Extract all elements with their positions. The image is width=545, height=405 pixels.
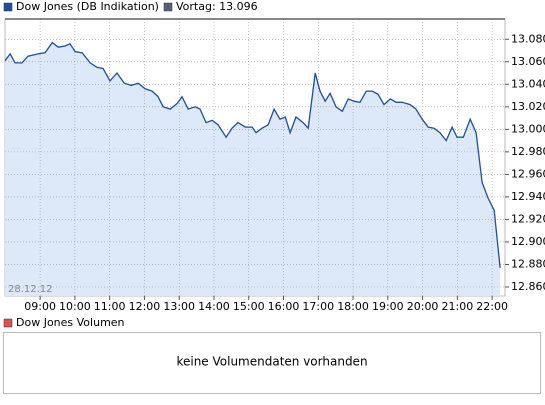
- y-tick-label: 12.900: [511, 235, 545, 248]
- y-tick-label: 12.960: [511, 167, 545, 180]
- volume-panel: [3, 332, 541, 394]
- volume-message: keine Volumendaten vorhanden: [176, 355, 367, 369]
- x-tick-label: 11:00: [94, 300, 126, 313]
- x-tick-label: 09:00: [24, 300, 56, 313]
- y-tick-label: 12.880: [511, 257, 545, 270]
- x-tick-label: 21:00: [442, 300, 474, 313]
- x-tick-label: 20:00: [407, 300, 439, 313]
- y-tick-label: 12.940: [511, 190, 545, 203]
- reference-label: Vortag: 13.096: [176, 0, 258, 13]
- x-tick-label: 12:00: [129, 300, 161, 313]
- legend-label: Dow Jones (DB Indikation): [16, 0, 159, 13]
- x-tick-label: 15:00: [233, 300, 265, 313]
- legend-swatch: [163, 2, 173, 12]
- volume-legend-label: Dow Jones Volumen: [16, 316, 125, 329]
- y-tick-label: 12.860: [511, 280, 545, 293]
- y-tick-label: 13.060: [511, 55, 545, 68]
- legend-swatch: [3, 2, 13, 12]
- x-tick-label: 17:00: [302, 300, 334, 313]
- x-tick-label: 13:00: [163, 300, 195, 313]
- x-tick-label: 22:00: [476, 300, 508, 313]
- y-tick-label: 13.080: [511, 32, 545, 45]
- y-tick-label: 13.020: [511, 100, 545, 113]
- y-tick-label: 13.000: [511, 122, 545, 135]
- y-tick-label: 12.920: [511, 212, 545, 225]
- x-tick-label: 10:00: [59, 300, 91, 313]
- date-label: 28.12.12: [8, 284, 53, 295]
- y-tick-label: 12.980: [511, 145, 545, 158]
- area: [5, 42, 501, 296]
- y-tick-label: 13.040: [511, 77, 545, 90]
- plot: [4, 18, 506, 297]
- x-tick-label: 16:00: [268, 300, 300, 313]
- x-tick-label: 14:00: [198, 300, 230, 313]
- line: [4, 41, 501, 268]
- x-tick-label: 18:00: [337, 300, 369, 313]
- x-tick-label: 19:00: [372, 300, 404, 313]
- legend-swatch: [3, 318, 13, 328]
